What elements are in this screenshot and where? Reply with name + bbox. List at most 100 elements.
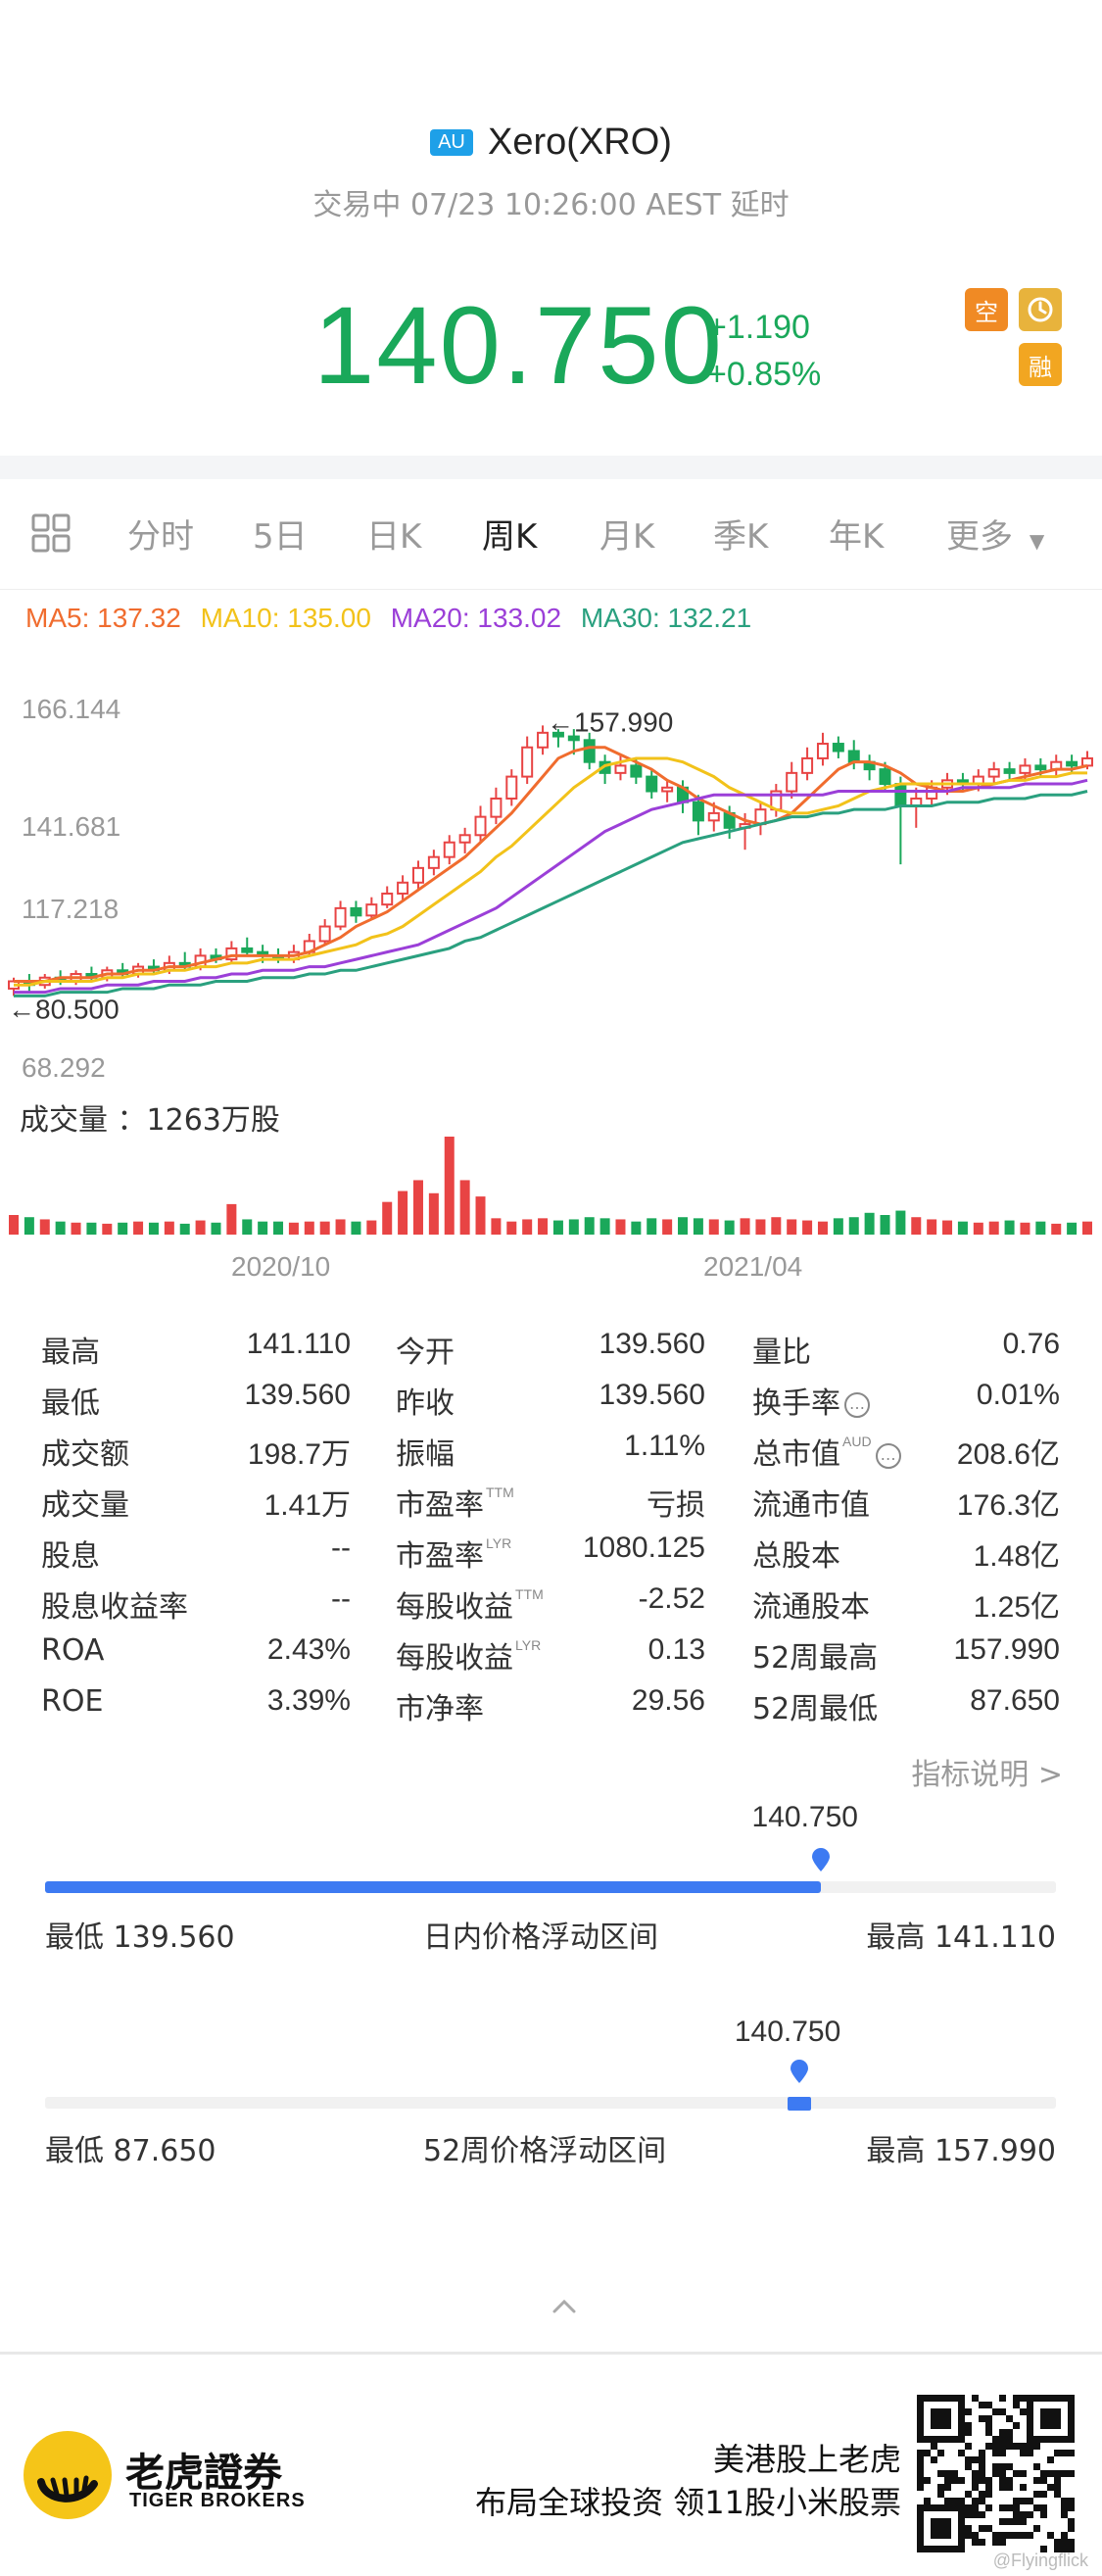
volume-bar [1004,1220,1015,1235]
y-label-mid: 117.218 [22,894,120,924]
volume-bar [351,1221,361,1235]
intraday-range-fill [45,1881,821,1893]
stat-value: -- [331,1582,351,1615]
volume-bar [319,1221,330,1235]
tab-daily-k[interactable]: 日K [366,517,422,557]
clock-history-icon [1028,297,1053,322]
stat-label: 每股收益 LYR [396,1637,542,1676]
stat-label: 市净率 [396,1692,484,1726]
tab-5day[interactable]: 5日 [253,517,308,557]
stat-label: ROA [41,1633,105,1668]
volume-bar [491,1218,502,1235]
stat-value: 1.48亿 [973,1540,1060,1573]
tab-weekly-k[interactable]: 周K [482,517,538,557]
week52-title: 52周价格浮动区间 [423,2134,667,2168]
stat-superscript: TTM [486,1484,514,1500]
volume-bar [304,1221,314,1235]
stat-value: 1.25亿 [973,1591,1060,1624]
volume-bar [242,1219,253,1235]
volume-bar [631,1221,642,1235]
volume-bar [211,1222,221,1235]
history-icon[interactable] [1019,288,1062,331]
margin-icon[interactable]: 融 [1019,343,1062,386]
volume-chart[interactable] [0,1127,1102,1237]
candle-body [551,731,564,738]
tab-intraday[interactable]: 分时 [127,517,194,557]
chevron-up-icon[interactable] [551,2293,578,2320]
stat-row: 股息 -- 市盈率 LYR 1080.125 总股本 1.48亿 [0,1531,1102,1582]
volume-bar [1035,1221,1046,1235]
candle-body [707,811,720,822]
info-icon[interactable]: … [875,1442,901,1469]
stat-value: 139.560 [244,1379,351,1411]
candle-body [832,743,844,753]
stock-name[interactable]: Xero(XRO) [487,122,672,163]
price-change: +1.190 +0.85% [707,304,821,398]
volume-bar [755,1219,766,1235]
candle-body [505,775,518,800]
tab-quarterly-k[interactable]: 季K [713,517,769,557]
candle-body [318,925,331,943]
volume-bar [102,1223,113,1235]
low-annotation: ←80.500 [8,994,120,1024]
tab-yearly-k[interactable]: 年K [829,517,885,557]
candle-body [537,731,550,749]
candle-body [567,735,580,742]
volume-bar [412,1180,423,1235]
layout-grid-icon[interactable] [31,513,71,553]
candle-body [646,775,658,793]
intraday-marker-icon [811,1848,830,1871]
volume-bar [39,1219,50,1235]
candle-body [583,739,596,763]
stat-label: 最高 [41,1336,100,1370]
volume-bar [927,1219,937,1235]
volume-bar [1051,1223,1062,1235]
volume-bar [398,1191,408,1235]
stat-label: ROE [41,1684,104,1719]
stat-value: 29.56 [631,1684,705,1717]
stat-label: 总市值 AUD… [752,1430,901,1473]
ma20-label: MA20: 133.02 [390,603,562,633]
intraday-high: 最高 141.110 [866,1920,1056,1955]
stat-value: 176.3亿 [956,1489,1060,1522]
stat-label: 股息收益率 [41,1590,188,1625]
y-label-bottom: 68.292 [22,1052,106,1083]
indicator-explanation-link[interactable]: 指标说明 > [911,1758,1063,1792]
candle-body [894,783,907,807]
volume-bar [678,1217,689,1235]
volume-bar [552,1220,563,1235]
stat-value: 141.110 [246,1328,351,1360]
volume-bar [787,1219,797,1235]
volume-bar [9,1215,19,1235]
volume-bar [164,1221,174,1235]
qr-code-icon[interactable] [916,2394,1077,2554]
stat-label: 今开 [396,1336,455,1370]
stat-superscript: LYR [515,1637,542,1653]
intraday-range-bar [45,1881,1056,1893]
volume-bar [459,1180,470,1235]
candle-body [1066,760,1078,767]
volume-bar [568,1219,579,1235]
volume-bar [724,1220,735,1235]
tab-monthly-k[interactable]: 月K [599,517,655,557]
stat-label: 52周最高 [752,1641,879,1676]
week52-high: 最高 157.990 [866,2134,1056,2168]
ma10-label: MA10: 135.00 [200,603,371,633]
volume-bar [584,1217,595,1235]
stat-row: 最高 141.110 今开 139.560 量比 0.76 [0,1328,1102,1379]
tab-more[interactable]: 更多 ▼ [946,510,1044,558]
candle-body [334,906,347,928]
stat-row: 成交额 198.7万 振幅 1.11% 总市值 AUD… 208.6亿 [0,1430,1102,1481]
volume-bar [911,1217,922,1235]
trading-status: 交易中 07/23 10:26:00 AEST 延时 [312,188,790,222]
candle-body [614,764,627,774]
candle-body [630,764,643,778]
short-sell-icon[interactable]: 空 [965,288,1008,331]
candle-body [692,801,704,822]
volume-bar [1067,1222,1078,1235]
candlestick-chart[interactable]: ←157.990 ←80.500 [0,676,1102,1088]
candle-body [521,746,534,778]
info-icon[interactable]: … [844,1391,870,1418]
candle-body [225,947,238,961]
week52-marker-icon [790,2060,808,2083]
